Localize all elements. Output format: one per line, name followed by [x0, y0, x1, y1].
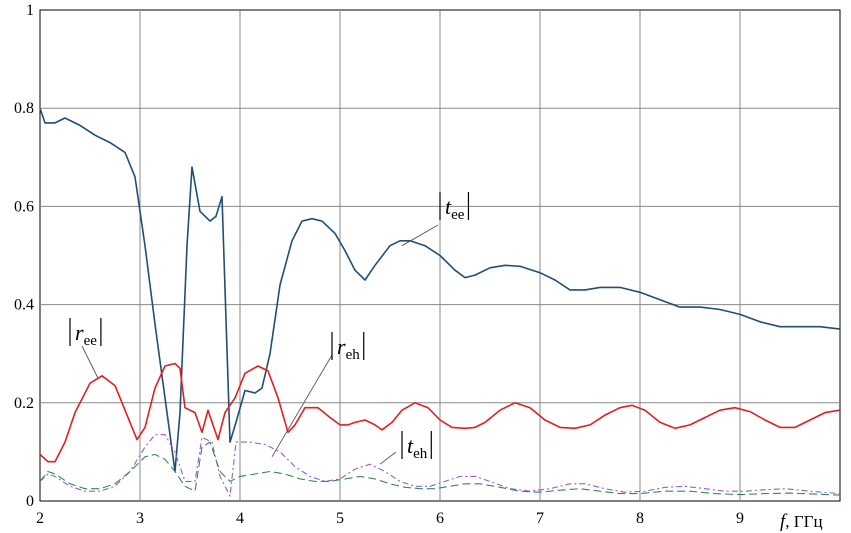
x-tick-label: 8 — [636, 510, 644, 527]
annotation-leader-line — [379, 451, 397, 465]
annotation-base: r — [337, 334, 346, 359]
series-line-3 — [39, 441, 841, 496]
annotation-base: t — [407, 433, 414, 458]
x-tick-labels: 2 3 4 5 6 7 8 9 — [36, 510, 744, 527]
series-lines — [39, 107, 841, 497]
series-line-0 — [39, 107, 841, 473]
x-tick-label: 6 — [436, 510, 444, 527]
y-tick-label: 0.2 — [14, 395, 34, 412]
y-tick-label: 0.4 — [14, 297, 34, 314]
y-tick-label: 0.6 — [14, 198, 34, 215]
annotation-leader-line — [271, 354, 333, 458]
grid — [40, 10, 840, 501]
annotation-sub: eh — [346, 347, 361, 363]
annotation-label: reh — [331, 332, 365, 363]
x-tick-label: 3 — [136, 510, 144, 527]
annotation-text: ree — [75, 320, 97, 349]
x-tick-label: 7 — [536, 510, 544, 527]
annotation-text: reh — [337, 334, 360, 363]
annotation-base: t — [445, 194, 452, 219]
y-tick-label: 1 — [26, 2, 34, 19]
annotation-label: teh — [401, 431, 432, 462]
annotation-base: r — [75, 320, 84, 345]
annotation-label: ree — [69, 318, 102, 349]
annotation-text: tee — [445, 194, 465, 223]
annotation-sub: eh — [413, 446, 428, 462]
series-line-2 — [39, 434, 841, 497]
x-axis-label-unit: , ГГц — [785, 512, 822, 531]
y-tick-label: 0 — [26, 493, 34, 510]
x-tick-label: 5 — [336, 510, 344, 527]
x-tick-label: 4 — [236, 510, 244, 527]
annotation-leader-line — [401, 224, 439, 247]
annotation-sub: ee — [451, 207, 465, 223]
y-tick-label: 0.8 — [14, 100, 34, 117]
series-line-1 — [39, 362, 841, 463]
annotation-label: tee — [439, 192, 470, 223]
x-tick-label: 2 — [36, 510, 44, 527]
annotation-sub: ee — [84, 333, 98, 349]
x-axis-label-var: f — [780, 511, 788, 532]
y-tick-labels: 0 0.2 0.4 0.6 0.8 1 — [14, 2, 34, 510]
annotation-leader-line — [81, 345, 99, 379]
x-axis-label: f, ГГц — [780, 511, 823, 532]
annotation-text: teh — [407, 433, 428, 462]
x-tick-label: 9 — [736, 510, 744, 527]
